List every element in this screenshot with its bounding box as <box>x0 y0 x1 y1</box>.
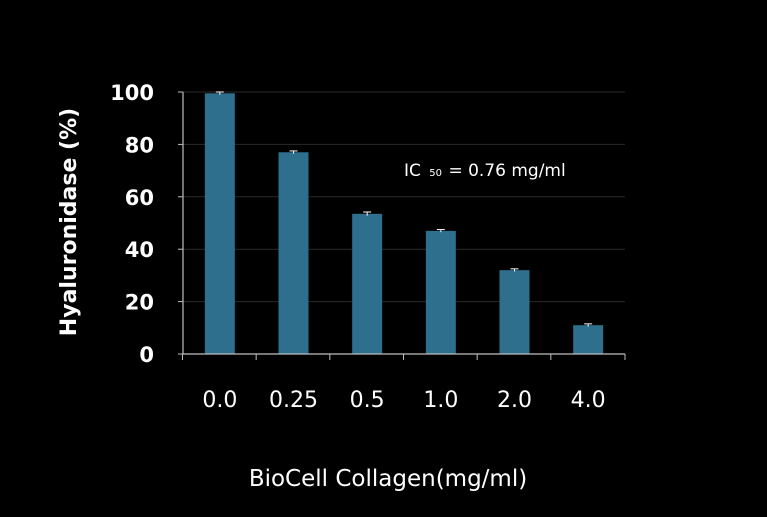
bars <box>182 91 604 360</box>
ic50-annotation: IC 50 = 0.76 mg/ml <box>404 161 566 181</box>
ic50-prefix: IC <box>404 161 421 181</box>
y-tick-label-60: 60 <box>125 186 154 210</box>
bar-2.0 <box>499 270 530 354</box>
x-tick-label-0.5: 0.5 <box>350 388 385 413</box>
axes <box>182 92 626 360</box>
gridlines <box>178 91 625 355</box>
bar-0.0 <box>204 93 235 354</box>
x-tick-label-0.25: 0.25 <box>269 388 318 413</box>
x-axis-label: BioCell Collagen(mg/ml) <box>249 466 527 492</box>
x-tick-label-0.0: 0.0 <box>202 388 237 413</box>
y-tick-labels: 0 20 40 60 80 100 <box>110 81 154 367</box>
bar-0.5 <box>352 213 383 354</box>
bar-4.0 <box>573 325 604 354</box>
x-tick-labels: 0.0 0.25 0.5 1.0 2.0 4.0 <box>202 388 605 413</box>
y-tick-label-0: 0 <box>139 343 154 367</box>
y-axis-label: Hyaluronidase (%) <box>57 108 82 336</box>
bar-1.0 <box>425 230 456 354</box>
ic50-subscript: 50 <box>429 168 442 179</box>
ic50-suffix: = 0.76 mg/ml <box>448 161 565 181</box>
bar-0.25 <box>278 152 309 354</box>
y-tick-label-40: 40 <box>125 238 154 262</box>
y-tick-label-80: 80 <box>125 133 154 157</box>
x-tick-label-1.0: 1.0 <box>423 388 458 413</box>
y-tick-label-20: 20 <box>125 291 154 315</box>
y-tick-label-100: 100 <box>110 81 154 105</box>
x-tick-label-2.0: 2.0 <box>497 388 532 413</box>
x-tick-label-4.0: 4.0 <box>571 388 606 413</box>
